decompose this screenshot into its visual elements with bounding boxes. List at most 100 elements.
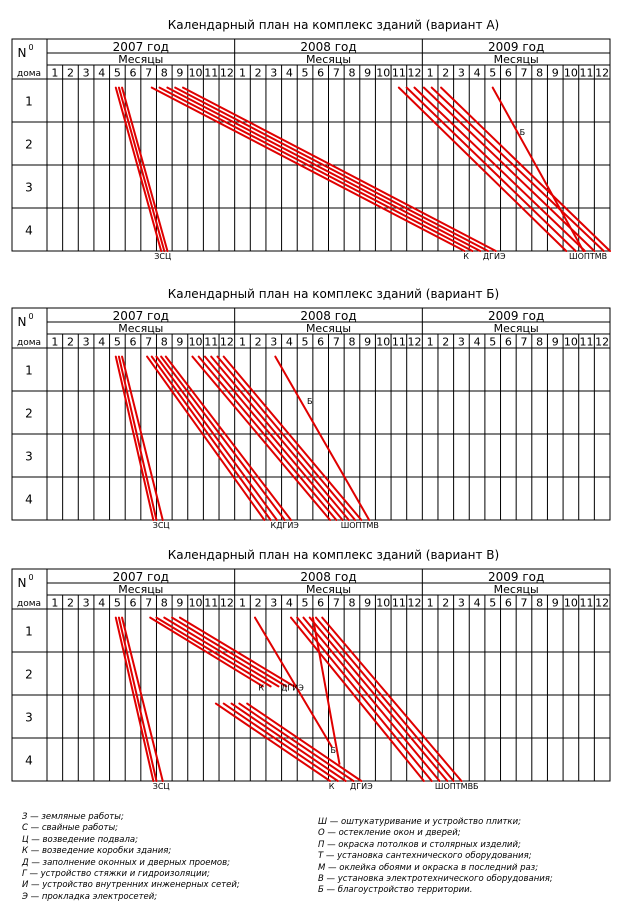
month-number: 6 bbox=[317, 597, 324, 610]
month-number: 2 bbox=[67, 67, 74, 80]
work-line-Э bbox=[164, 355, 292, 521]
house-number: 1 bbox=[25, 625, 33, 639]
month-number: 4 bbox=[474, 336, 481, 349]
n0-superscript: 0 bbox=[28, 573, 33, 582]
work-line-Ш bbox=[289, 616, 425, 782]
work-line-В bbox=[321, 616, 463, 782]
month-number: 8 bbox=[348, 597, 355, 610]
work-code-label: Б bbox=[520, 128, 526, 137]
month-number: 8 bbox=[348, 336, 355, 349]
month-number: 3 bbox=[83, 597, 90, 610]
month-number: 11 bbox=[392, 67, 406, 80]
month-number: 8 bbox=[536, 597, 543, 610]
month-number: 11 bbox=[580, 67, 594, 80]
month-number: 5 bbox=[302, 67, 309, 80]
n0-label: N bbox=[18, 576, 27, 590]
house-number: 3 bbox=[25, 181, 33, 195]
n0-label: N bbox=[18, 46, 27, 60]
month-number: 9 bbox=[176, 597, 183, 610]
work-line-К2 bbox=[214, 702, 332, 782]
plan-title: Календарный план на комплекс зданий (вар… bbox=[168, 18, 499, 32]
work-line-В bbox=[222, 355, 363, 521]
month-number: 3 bbox=[270, 67, 277, 80]
month-number: 2 bbox=[255, 336, 262, 349]
legend-left-item: С — свайные работы; bbox=[22, 823, 119, 834]
table-border bbox=[11, 568, 611, 782]
month-number: 12 bbox=[220, 67, 234, 80]
month-number: 7 bbox=[145, 336, 152, 349]
house-number: 1 bbox=[25, 95, 33, 109]
work-line-С bbox=[117, 355, 158, 521]
legend-left-item: Г — устройство стяжки и гидроизоляции; bbox=[22, 869, 210, 880]
work-line-Г1 bbox=[163, 616, 280, 688]
year-label: 2009 год bbox=[488, 570, 544, 584]
house-number: 1 bbox=[25, 364, 33, 378]
work-line-Т bbox=[308, 616, 449, 782]
work-code-label: Б bbox=[307, 397, 313, 406]
month-number: 12 bbox=[408, 67, 422, 80]
work-line-М bbox=[314, 616, 455, 782]
month-number: 7 bbox=[145, 597, 152, 610]
work-line-В bbox=[440, 86, 611, 252]
work-line-П bbox=[413, 86, 586, 252]
plan-title: Календарный план на комплекс зданий (вар… bbox=[168, 287, 499, 301]
month-number: 11 bbox=[392, 336, 406, 349]
months-label: Месяцы bbox=[118, 53, 163, 66]
work-line-Т bbox=[422, 86, 596, 252]
year-label: 2008 год bbox=[300, 570, 356, 584]
work-line-М bbox=[216, 355, 357, 521]
month-number: 4 bbox=[98, 336, 105, 349]
house-number: 2 bbox=[25, 668, 33, 682]
month-number: 11 bbox=[580, 597, 594, 610]
month-number: 10 bbox=[564, 336, 578, 349]
months-label: Месяцы bbox=[306, 53, 351, 66]
months-label: Месяцы bbox=[494, 53, 539, 66]
work-code-label: ЗСЦ bbox=[153, 521, 170, 530]
month-number: 11 bbox=[204, 336, 218, 349]
year-label: 2007 год bbox=[113, 40, 169, 54]
month-number: 5 bbox=[489, 67, 496, 80]
legend-right: Ш — оштукатуривание и устройство плитки;… bbox=[318, 817, 553, 897]
month-number: 5 bbox=[302, 336, 309, 349]
house-number: 4 bbox=[25, 754, 33, 768]
year-label: 2007 год bbox=[113, 570, 169, 584]
work-code-label: КДГИЭ bbox=[271, 521, 300, 530]
month-number: 3 bbox=[270, 597, 277, 610]
year-label: 2008 год bbox=[300, 309, 356, 323]
month-number: 8 bbox=[536, 67, 543, 80]
work-code-label: ЗСЦ bbox=[154, 252, 171, 261]
n0-superscript: 0 bbox=[28, 312, 33, 321]
month-number: 9 bbox=[552, 67, 559, 80]
month-number: 1 bbox=[51, 336, 58, 349]
work-line-Ээ bbox=[311, 616, 341, 765]
work-line-О bbox=[405, 86, 577, 252]
month-number: 9 bbox=[176, 67, 183, 80]
month-number: 10 bbox=[564, 597, 578, 610]
work-code-label: К bbox=[258, 684, 264, 693]
month-number: 6 bbox=[505, 336, 512, 349]
month-number: 8 bbox=[161, 336, 168, 349]
work-line-Д1 bbox=[155, 616, 272, 688]
legend-left: З — земляные работы; С — свайные работы;… bbox=[22, 812, 240, 903]
work-line-О bbox=[197, 355, 338, 521]
work-line-Э2 bbox=[246, 702, 363, 782]
month-number: 3 bbox=[458, 336, 465, 349]
month-number: 6 bbox=[130, 67, 137, 80]
work-line-П bbox=[203, 355, 344, 521]
year-label: 2007 год bbox=[113, 309, 169, 323]
month-number: 4 bbox=[474, 67, 481, 80]
legend-right-item: М — оклейка обоями и окраска в последний… bbox=[318, 862, 539, 873]
months-label: Месяцы bbox=[118, 322, 163, 335]
work-line-Г2 bbox=[230, 702, 347, 782]
month-number: 10 bbox=[189, 597, 203, 610]
work-code-label: ДГИЭ bbox=[483, 252, 506, 261]
month-number: 11 bbox=[392, 597, 406, 610]
house-number: 4 bbox=[25, 224, 33, 238]
month-number: 8 bbox=[536, 336, 543, 349]
month-number: 1 bbox=[239, 336, 246, 349]
month-number: 11 bbox=[204, 597, 218, 610]
month-number: 4 bbox=[474, 597, 481, 610]
month-number: 3 bbox=[458, 597, 465, 610]
month-number: 12 bbox=[220, 336, 234, 349]
work-line-З bbox=[114, 616, 155, 782]
